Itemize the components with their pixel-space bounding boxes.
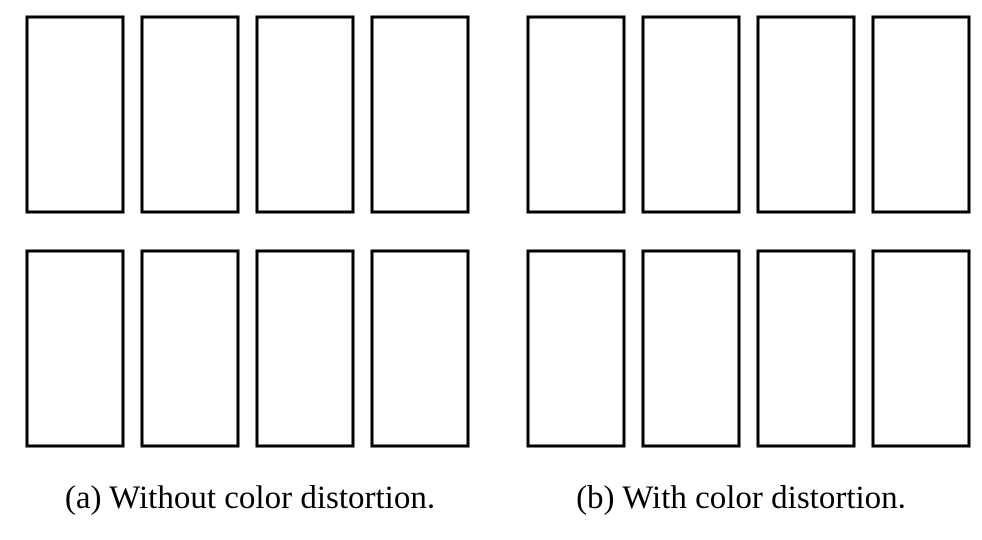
panel-frame-outline [255,15,355,214]
histogram-panel-a-r1c2 [140,15,240,214]
caption-a: (a) Without color distortion. [64,480,436,516]
panel-frame-outline [370,249,470,448]
histogram-panel-b-r2c1 [526,249,626,448]
histogram-panel-b-r1c3 [756,15,856,214]
histogram-panel-a-r2c4 [370,249,470,448]
panel-frame-outline [140,15,240,214]
histogram-panel-b-r1c2 [641,15,741,214]
panel-frame-outline [871,249,971,448]
panel-frame-outline [25,249,125,448]
histogram-panel-a-r2c3 [255,249,355,448]
histogram-panel-a-r1c1 [25,15,125,214]
panel-frame-outline [756,15,856,214]
histogram-panel-a-r1c3 [255,15,355,214]
panel-frame-outline [641,249,741,448]
panel-frame-outline [25,15,125,214]
panel-frame-outline [756,249,856,448]
panel-frame-outline [370,15,470,214]
histogram-panel-a-r2c2 [140,249,240,448]
histogram-panel-a-r2c1 [25,249,125,448]
histogram-panel-b-r1c1 [526,15,626,214]
panel-frame-outline [526,15,626,214]
panel-frame-outline [255,249,355,448]
histogram-panel-b-r1c4 [871,15,971,214]
histogram-panel-a-r1c4 [370,15,470,214]
histogram-panel-b-r2c3 [756,249,856,448]
caption-b: (b) With color distortion. [576,480,906,516]
panel-frame-outline [526,249,626,448]
panel-frame-outline [871,15,971,214]
panel-frame-outline [641,15,741,214]
histogram-panel-b-r2c2 [641,249,741,448]
histogram-panel-b-r2c4 [871,249,971,448]
panel-frame-outline [140,249,240,448]
